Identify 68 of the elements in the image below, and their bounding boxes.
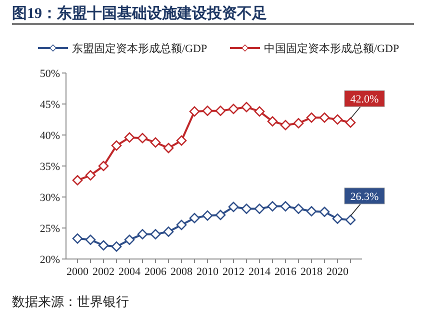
point (98, 160, 109, 172)
point (189, 212, 200, 224)
point (72, 175, 83, 186)
data-label: 26.3% (350, 190, 379, 203)
point (202, 210, 213, 221)
point (254, 106, 265, 117)
point (228, 104, 239, 114)
y-tick-label: 25% (40, 223, 60, 235)
x-tick-label: 2020 (326, 266, 349, 278)
x-tick-label: 2016 (274, 266, 297, 278)
point (176, 135, 187, 146)
point (267, 116, 278, 127)
x-tick-label: 2004 (118, 266, 141, 278)
x-tick-label: 2008 (170, 266, 193, 278)
y-tick-label: 40% (40, 130, 60, 142)
point (241, 204, 252, 214)
point (319, 206, 330, 218)
point (72, 233, 83, 244)
point (332, 114, 343, 125)
point (98, 240, 109, 251)
point (254, 204, 265, 214)
y-tick-label: 35% (40, 161, 60, 173)
point (85, 234, 96, 245)
point (332, 214, 343, 224)
point (150, 137, 161, 148)
point (215, 210, 226, 220)
point (293, 204, 304, 214)
x-tick-label: 2018 (300, 266, 323, 278)
y-tick-label: 30% (40, 192, 60, 204)
point (267, 201, 278, 212)
chart-title: 图19：东盟十国基础设施建设投资不足 (12, 4, 267, 22)
point (202, 106, 213, 116)
x-tick-label: 2014 (248, 266, 271, 278)
point (280, 201, 291, 212)
point (124, 132, 135, 143)
point (85, 170, 96, 180)
x-tick-label: 2002 (92, 266, 114, 278)
point (345, 117, 356, 128)
point (163, 142, 174, 154)
point (111, 140, 122, 151)
point (319, 112, 330, 123)
point (111, 241, 122, 252)
x-tick-label: 2012 (222, 266, 244, 278)
point (293, 118, 304, 128)
x-tick-label: 2010 (196, 266, 219, 278)
point (163, 226, 174, 237)
point (306, 112, 317, 123)
point (150, 229, 161, 240)
legend-label: 中国固定资本形成总额/GDP (264, 42, 400, 55)
y-tick-label: 50% (40, 68, 60, 80)
point (215, 106, 226, 116)
y-tick-label: 45% (40, 99, 60, 111)
y-tick-label: 20% (40, 254, 60, 266)
point (345, 214, 356, 226)
point (124, 234, 135, 245)
point (280, 120, 291, 130)
point (137, 229, 148, 240)
point (241, 102, 252, 112)
point (189, 106, 200, 117)
point (228, 202, 239, 212)
point (137, 132, 148, 144)
x-tick-label: 2000 (66, 266, 89, 278)
source-note: 数据来源：世界银行 (12, 294, 129, 309)
point (306, 206, 317, 216)
data-label: 42.0% (350, 94, 379, 106)
point (176, 220, 187, 230)
legend-label: 东盟固定资本形成总额/GDP (72, 42, 208, 55)
x-tick-label: 2006 (144, 266, 167, 278)
